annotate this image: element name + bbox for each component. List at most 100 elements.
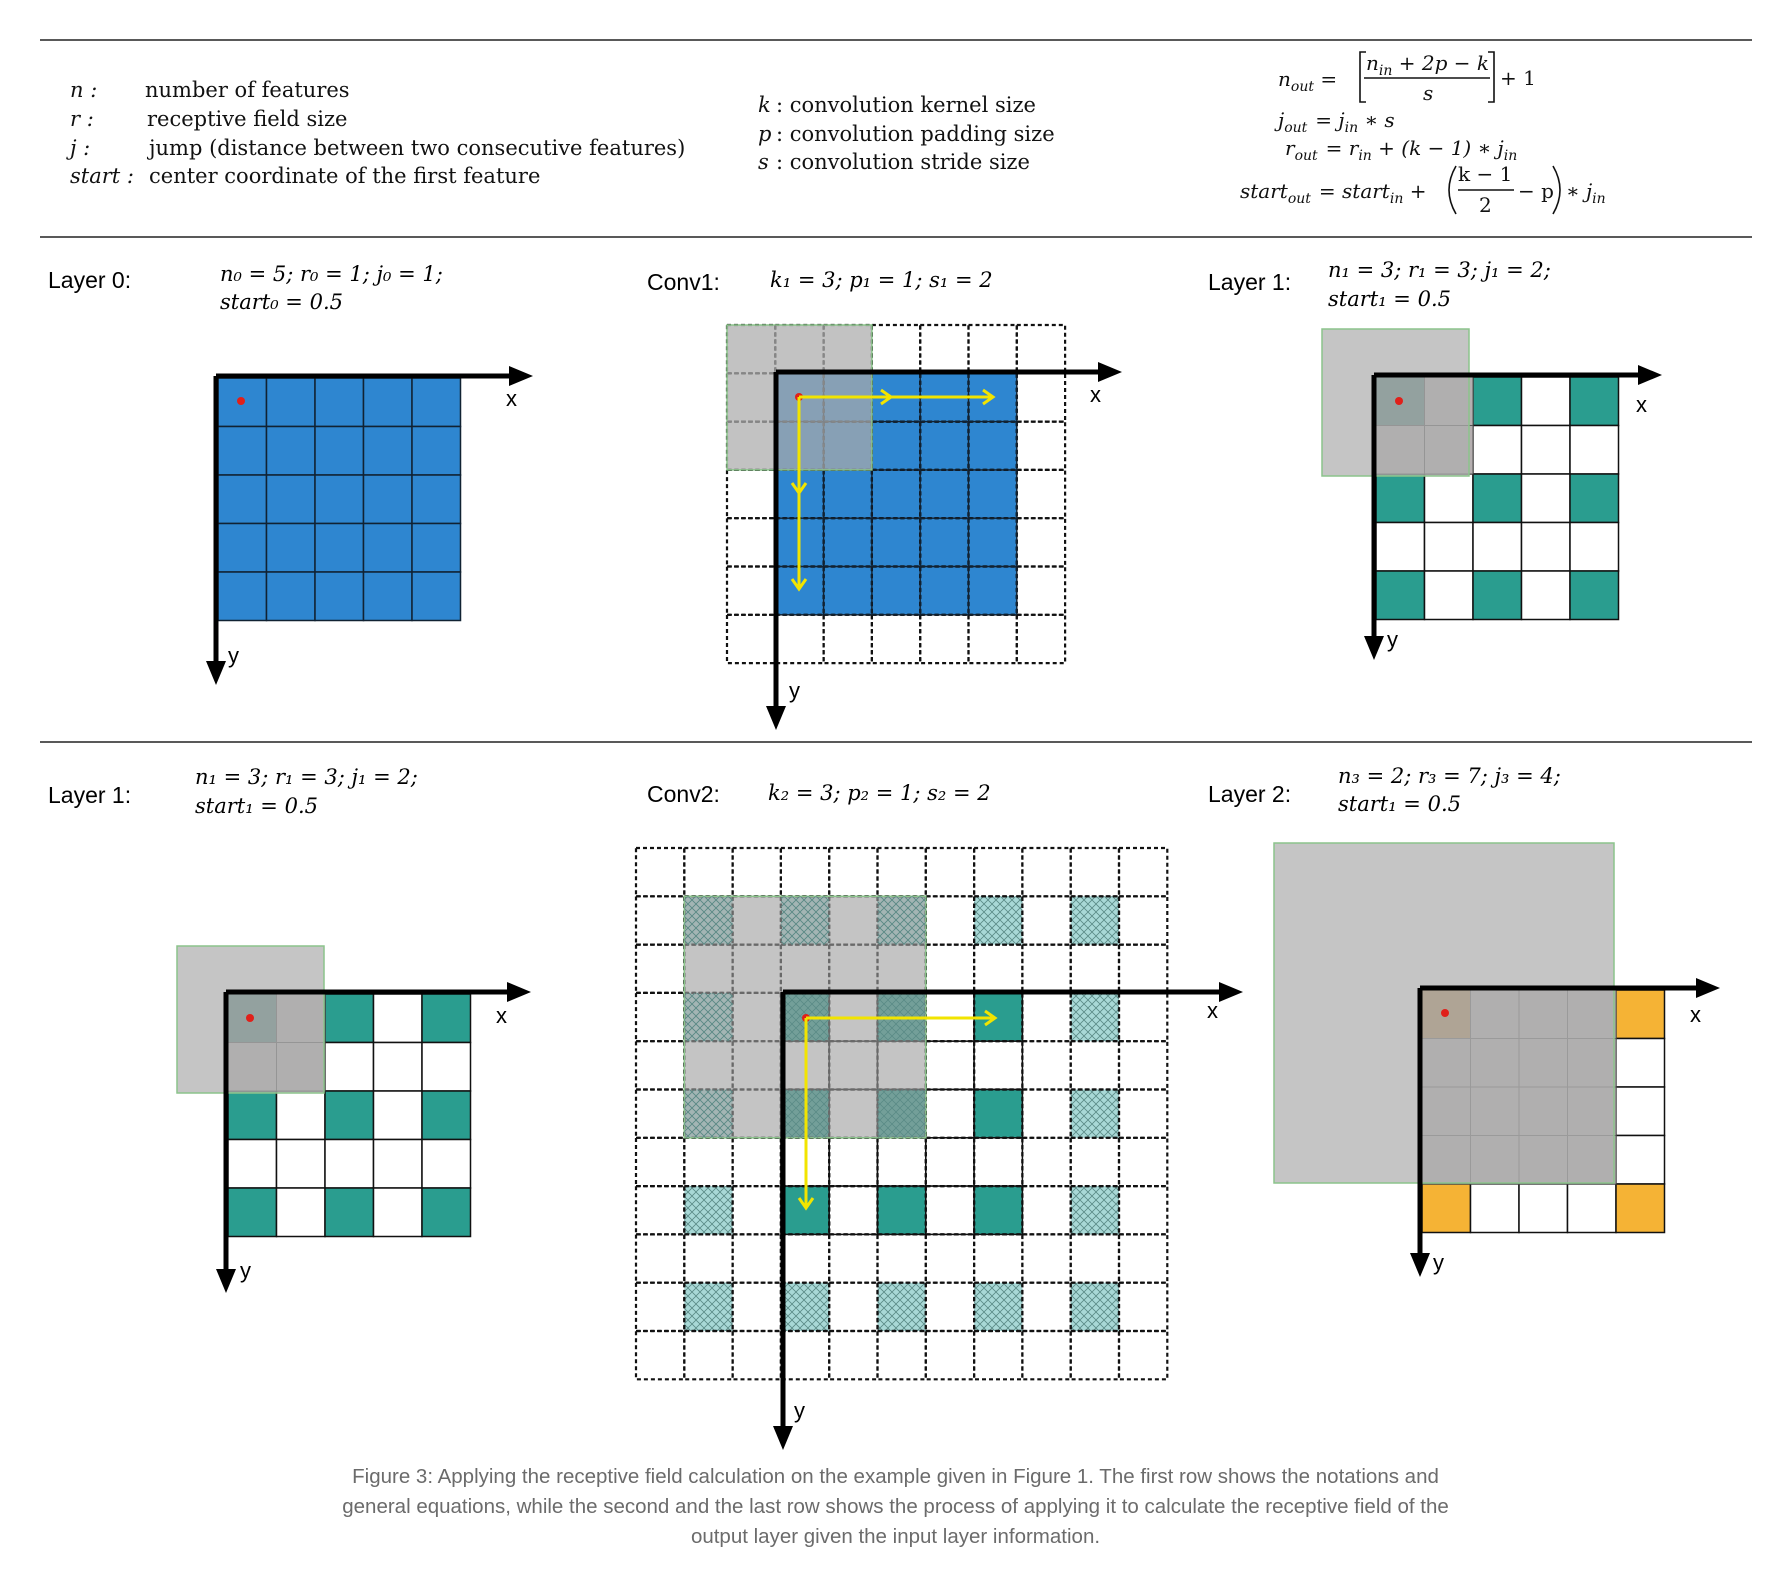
conv-desc-k: : convolution kernel size xyxy=(776,93,1036,117)
conv2-pad-cell xyxy=(876,1329,927,1381)
conv1-pad-cell xyxy=(725,613,777,665)
layer1-row3-feature-cell xyxy=(227,1090,278,1141)
layer1-feature-cell xyxy=(1569,473,1620,524)
eq-start-lhs: startout = startin + xyxy=(1240,179,1426,207)
conv1-pad-cell xyxy=(1015,613,1067,665)
layer1-row3-feature-cell xyxy=(421,993,472,1044)
y-axis-label: y xyxy=(1433,1250,1444,1275)
layer1-feature-cell xyxy=(1520,376,1571,427)
notation-sym-r: r : xyxy=(70,107,94,131)
eq-n-numerator: nin + 2p − k xyxy=(1366,51,1489,79)
row3-layer1-title: Layer 1: xyxy=(48,782,131,808)
row2-conv1-params: k₁ = 3; p₁ = 1; s₁ = 2 xyxy=(770,268,993,292)
conv2-input-cell xyxy=(973,1137,1024,1187)
notation-desc-start: center coordinate of the first feature xyxy=(149,164,540,188)
layer0-feature-cell xyxy=(362,474,413,525)
layer0-feature-cell xyxy=(265,425,316,476)
conv2-input-cell xyxy=(925,1185,975,1236)
conv-desc-p: : convolution padding size xyxy=(776,122,1055,146)
conv2-pad-cell xyxy=(828,1233,879,1284)
conv1-input-cell xyxy=(823,566,872,615)
conv1-pad-cell xyxy=(1015,420,1067,472)
conv-notation-list: k : convolution kernel size p : convolut… xyxy=(758,93,1055,174)
layer0-feature-cell xyxy=(411,425,462,476)
row3-conv2-title: Conv2: xyxy=(647,781,720,807)
conv-desc-s: : convolution stride size xyxy=(776,150,1030,174)
conv2-pad-cell xyxy=(683,846,734,898)
layer0-feature-cell xyxy=(314,571,365,622)
x-axis-arrow xyxy=(507,982,531,1002)
conv2-dilated-hatch xyxy=(684,1186,733,1235)
y-axis-arrow xyxy=(766,706,786,730)
layer0-feature-cell xyxy=(217,522,268,573)
conv2-pad-cell xyxy=(683,1233,734,1284)
layer0-feature-cell xyxy=(362,425,413,476)
conv2-pad-cell xyxy=(1117,1088,1169,1139)
layer1-row3-center-dot xyxy=(246,1014,254,1022)
conv2-dilated-hatch xyxy=(974,896,1023,945)
conv2-pad-cell xyxy=(731,1184,782,1236)
conv-sym-s: s xyxy=(758,150,769,174)
conv-sym-k: k xyxy=(758,93,771,117)
conv1-input-cell xyxy=(968,469,1017,519)
x-axis-label: x xyxy=(496,1003,507,1028)
layer1-row3-feature-cell xyxy=(421,1138,472,1189)
layer0-feature-cell xyxy=(411,377,462,428)
y-axis-label: y xyxy=(789,678,800,703)
layer1-row3-feature-cell xyxy=(324,1187,375,1238)
conv2-pad-cell xyxy=(1117,1040,1169,1091)
y-axis-arrow xyxy=(1410,1253,1430,1277)
conv1-pad-cell xyxy=(774,613,825,665)
layer0-feature-cell xyxy=(265,522,316,573)
layer1-row3-feature-cell xyxy=(324,993,375,1044)
eq-n-denominator: s xyxy=(1423,81,1433,105)
notation-sym-j: j : xyxy=(66,136,90,160)
conv2-pad-cell xyxy=(1117,1184,1169,1236)
conv1-pad-cell xyxy=(725,468,777,520)
conv1-input-cell xyxy=(920,518,969,567)
conv2-pad-cell xyxy=(1069,943,1121,994)
conv2-pad-cell xyxy=(972,1329,1024,1381)
layer1-row3-feature-cell xyxy=(421,1187,472,1238)
conv2-pad-cell xyxy=(1021,895,1072,946)
conv1-pad-cell xyxy=(1015,372,1067,423)
conv2-pad-cell xyxy=(1021,1329,1072,1381)
conv2-pad-cell xyxy=(634,1184,686,1236)
conv1-pad-cell xyxy=(1015,323,1067,375)
layer0-feature-cell xyxy=(265,377,316,428)
conv2-pad-cell xyxy=(1069,1040,1121,1091)
conv2-pad-cell xyxy=(972,846,1024,898)
layer1-feature-cell xyxy=(1423,521,1474,572)
layer2-feature-cell xyxy=(1615,1183,1666,1234)
layer1-feature-cell xyxy=(1569,570,1620,621)
conv1-pad-cell xyxy=(919,323,970,375)
conv2-pad-cell xyxy=(876,846,927,898)
layer1-feature-cell xyxy=(1520,570,1571,621)
conv2-pad-cell xyxy=(876,1233,927,1284)
layer0-feature-cell xyxy=(217,571,268,622)
eq-start-paren-right xyxy=(1552,165,1561,215)
conv1-input-cell xyxy=(871,566,921,615)
panel-conv1-grid: xy xyxy=(725,323,1122,730)
conv1-input-cell xyxy=(968,518,1017,567)
conv2-pad-cell xyxy=(634,1281,686,1333)
conv2-dilated-hatch xyxy=(1070,1089,1119,1138)
layer1-row3-feature-cell xyxy=(421,1090,472,1141)
layer1-row3-feature-cell xyxy=(372,1138,423,1189)
layer0-feature-cell xyxy=(314,474,365,525)
conv2-pad-cell xyxy=(1021,1040,1072,1091)
panel-layer1-grid-row3: xy xyxy=(176,945,531,1293)
conv1-input-cell xyxy=(920,421,969,470)
conv2-kernel-hatch xyxy=(684,896,733,945)
layer1-feature-cell xyxy=(1569,521,1620,572)
layer1-feature-cell xyxy=(1520,473,1571,524)
conv2-pad-cell xyxy=(1117,1329,1169,1381)
conv2-dilated-hatch xyxy=(1070,896,1119,945)
x-axis-label: x xyxy=(1636,392,1647,417)
conv2-pad-cell xyxy=(634,1040,686,1091)
conv2-dilated-hatch xyxy=(1070,1282,1119,1331)
conv2-dilated-hatch xyxy=(684,1282,733,1331)
layer1-row3-feature-cell xyxy=(421,1041,472,1092)
conv2-dilated-hatch xyxy=(974,1282,1023,1331)
layer1-row3-feature-cell xyxy=(372,1041,423,1092)
